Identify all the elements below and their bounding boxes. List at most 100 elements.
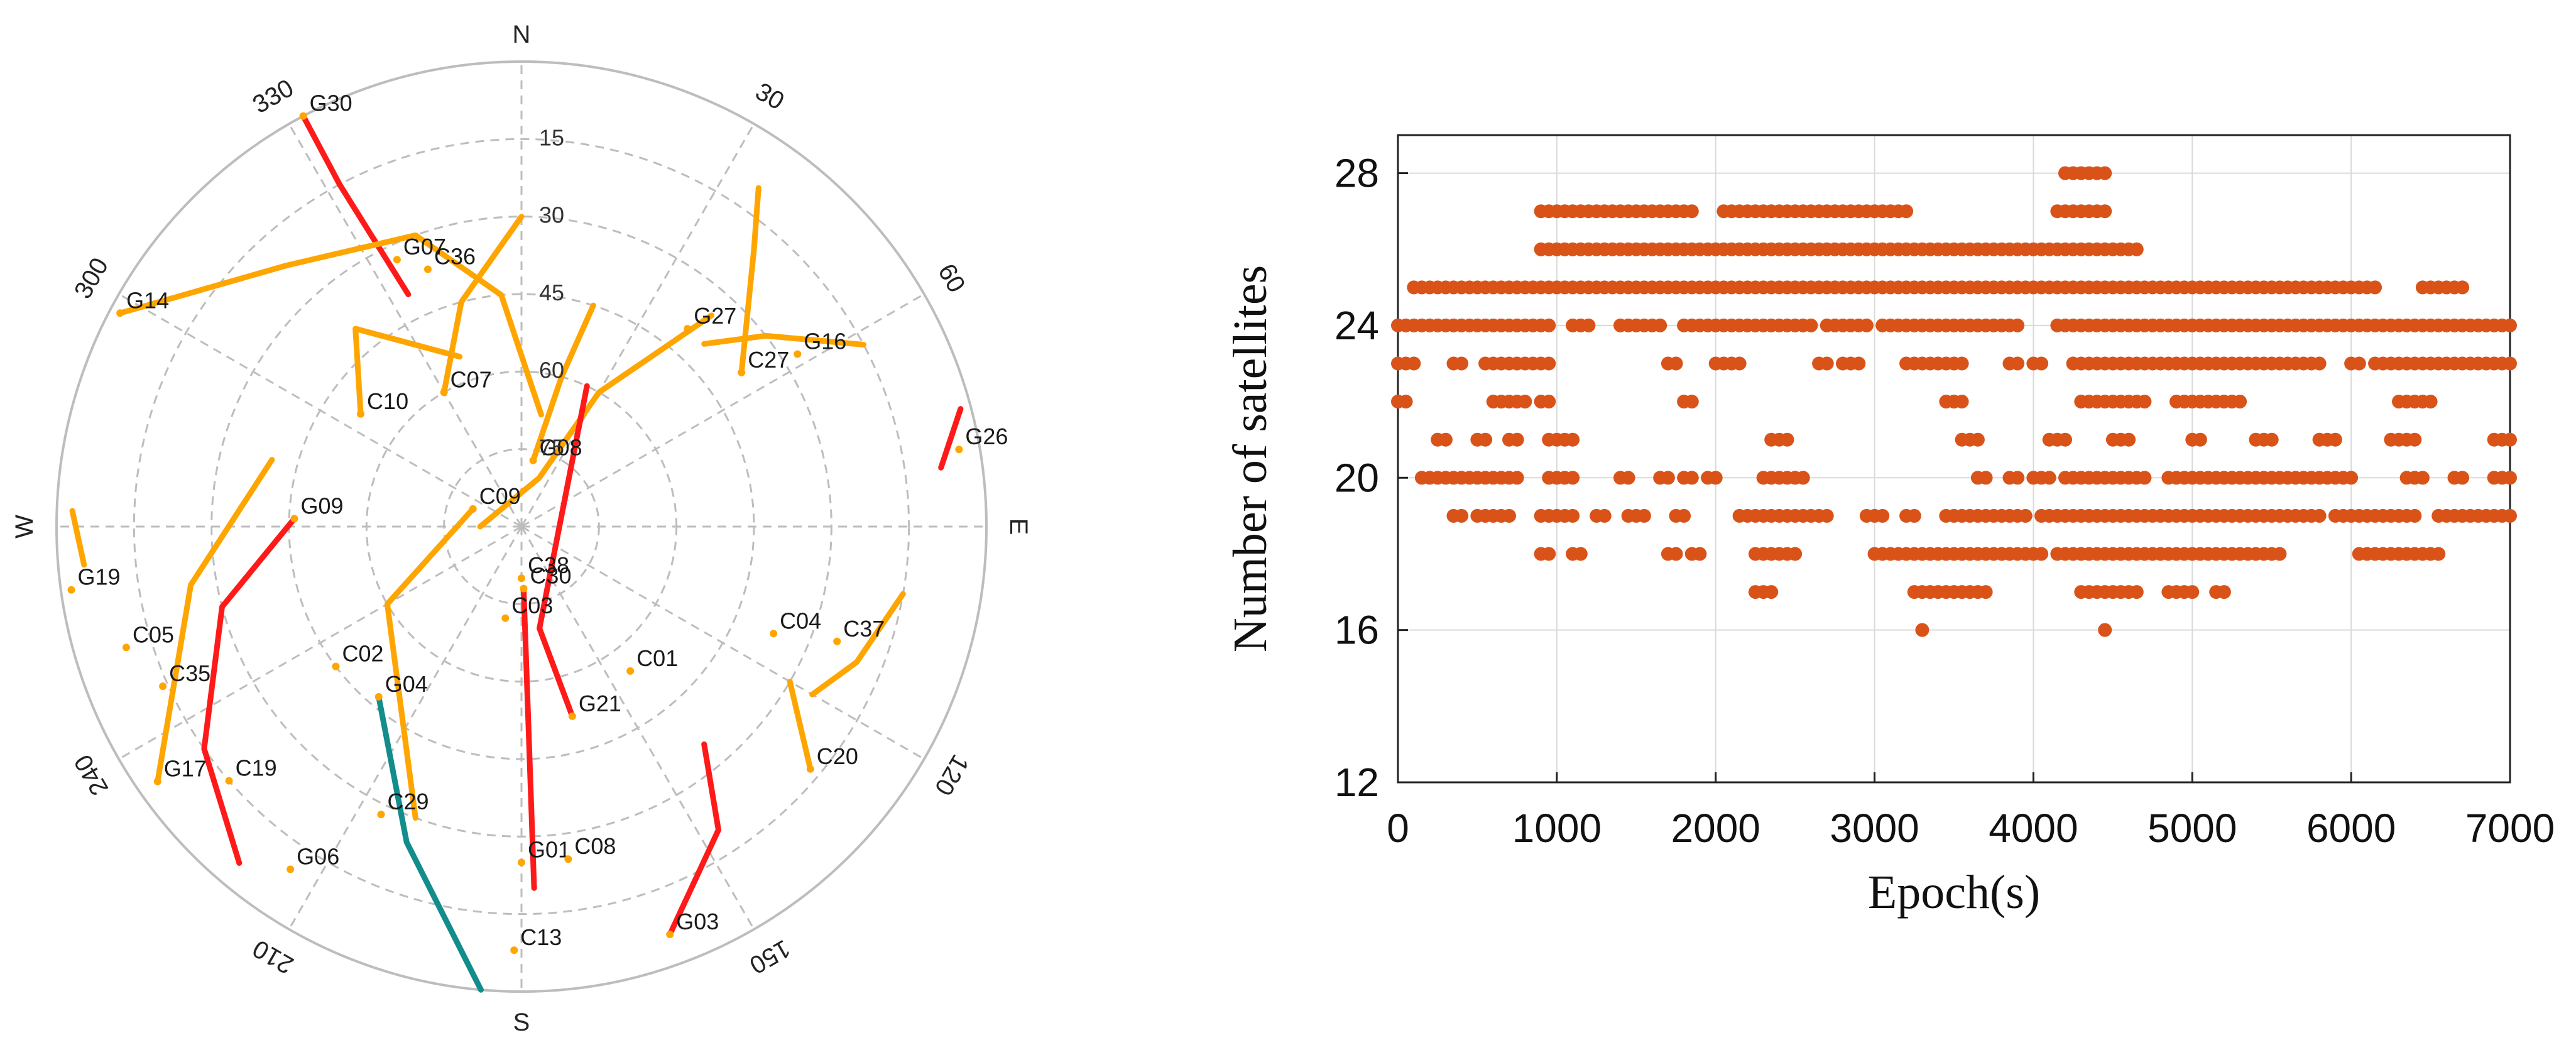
track-C30 xyxy=(520,586,537,891)
scatter-points xyxy=(1391,166,2517,637)
scatter-point xyxy=(2137,395,2152,409)
track-G27 xyxy=(477,312,715,530)
satellite-label-C01: C01 xyxy=(636,645,678,671)
satellite-point-G08 xyxy=(529,456,537,464)
scatter-point xyxy=(2503,508,2517,523)
scatter-point xyxy=(2455,280,2470,295)
scatter-point xyxy=(2233,395,2247,409)
y-tick-label-16: 16 xyxy=(1334,608,1379,653)
satellite-point-G14 xyxy=(116,309,124,317)
scatter-point xyxy=(1804,318,1818,332)
track-G09 xyxy=(201,515,297,866)
satellite-point-C30 xyxy=(520,584,528,593)
satellite-label-G04: G04 xyxy=(385,671,428,697)
satellite-label-G17: G17 xyxy=(164,756,207,782)
track-C10 xyxy=(352,326,463,417)
scatter-point xyxy=(2503,471,2517,485)
satellite-label-C10: C10 xyxy=(367,388,408,414)
azimuth-spoke-300 xyxy=(118,293,522,528)
satellite-point-G26 xyxy=(955,446,963,454)
scatter-point xyxy=(2034,356,2049,371)
satellite-label-C02: C02 xyxy=(342,641,384,667)
scatter-point xyxy=(1621,471,1635,485)
x-tick-label-4000: 4000 xyxy=(1989,806,2078,851)
scatter-point xyxy=(2273,547,2287,561)
scatter-point xyxy=(1510,432,1524,447)
scatter-point xyxy=(2431,547,2446,561)
satellite-point-G04 xyxy=(374,692,383,701)
scatter-point xyxy=(1684,471,1699,485)
scatter-point xyxy=(2018,508,2033,523)
scatter-point xyxy=(2352,356,2366,371)
elevation-label-45: 45 xyxy=(539,280,564,305)
scatter-point xyxy=(2193,432,2207,447)
scatter-point xyxy=(1669,547,1683,561)
scatter-point xyxy=(1438,432,1453,447)
azimuth-label-30: 30 xyxy=(751,77,789,115)
azimuth-label-60: 60 xyxy=(932,260,970,298)
scatter-point xyxy=(1915,623,1929,637)
track-G30 xyxy=(300,113,412,297)
azimuth-spoke-30 xyxy=(520,123,755,527)
track-C37 xyxy=(809,591,906,698)
scatter-point xyxy=(2129,242,2144,256)
elevation-label-15: 15 xyxy=(539,124,564,150)
scatter-point xyxy=(2042,471,2056,485)
track-G03 xyxy=(667,741,721,938)
track-G14 xyxy=(117,232,544,418)
scatter-point xyxy=(1518,395,1532,409)
scatter-point xyxy=(1978,585,1993,599)
track-G04 xyxy=(376,694,484,993)
scatter-point xyxy=(1788,547,1803,561)
satellite-label-G19: G19 xyxy=(77,564,120,590)
satellite-label-C36: C36 xyxy=(434,244,476,270)
scatter-point xyxy=(1542,356,1556,371)
satellite-point-C27 xyxy=(738,368,746,376)
track-G17 xyxy=(155,457,275,785)
scatter-point xyxy=(1732,356,1747,371)
satellite-label-G06: G06 xyxy=(297,843,339,869)
azimuth-label-120: 120 xyxy=(929,750,974,800)
scatter-point xyxy=(2408,508,2422,523)
satellite-label-C30: C30 xyxy=(530,563,571,589)
satellite-label-C35: C35 xyxy=(169,660,210,686)
satellite-label-C27: C27 xyxy=(748,347,789,373)
track-G26 xyxy=(938,406,964,471)
scatter-point xyxy=(2344,471,2359,485)
azimuth-spoke-150 xyxy=(520,526,755,930)
scatter-point xyxy=(1399,395,1413,409)
scatter-point xyxy=(2312,508,2327,523)
satellite-point-C38 xyxy=(518,574,525,583)
satellite-count-scatter-chart: 0 1000 2000 3000 4000 5000 6000 7000 12 16 20 24 28 E… xyxy=(1224,134,2555,919)
y-tick-label-24: 24 xyxy=(1334,303,1379,348)
scatter-point xyxy=(1677,508,1691,523)
scatter-point xyxy=(2058,432,2072,447)
x-tick-label-5000: 5000 xyxy=(2148,806,2237,851)
satellite-label-G09: G09 xyxy=(300,493,343,518)
track-C27 xyxy=(738,185,761,376)
y-axis-label: Number of satellites xyxy=(1224,265,1277,652)
satellite-label-C19: C19 xyxy=(236,755,277,781)
azimuth-spoke-240 xyxy=(118,525,522,760)
satellite-label-C20: C20 xyxy=(817,743,858,769)
scatter-point xyxy=(1899,204,1914,219)
scatter-point xyxy=(1852,356,1866,371)
satellite-point-G06 xyxy=(287,865,295,873)
satellite-point-C04 xyxy=(770,630,778,638)
scatter-point xyxy=(2034,547,2049,561)
scatter-point xyxy=(1693,547,1707,561)
scatter-point xyxy=(1566,432,1580,447)
scatter-point xyxy=(1573,547,1588,561)
satellite-point-C05 xyxy=(122,643,130,652)
scatter-point xyxy=(1684,395,1699,409)
satellite-point-C13 xyxy=(510,946,518,955)
satellite-label-G30: G30 xyxy=(310,90,352,116)
scatter-point xyxy=(1796,471,1810,485)
scatter-point xyxy=(1510,471,1524,485)
satellite-point-G16 xyxy=(794,350,802,358)
scatter-point xyxy=(1407,356,1421,371)
scatter-point xyxy=(2217,585,2231,599)
x-tick-label-2000: 2000 xyxy=(1671,806,1760,851)
satellite-point-C19 xyxy=(225,777,233,785)
